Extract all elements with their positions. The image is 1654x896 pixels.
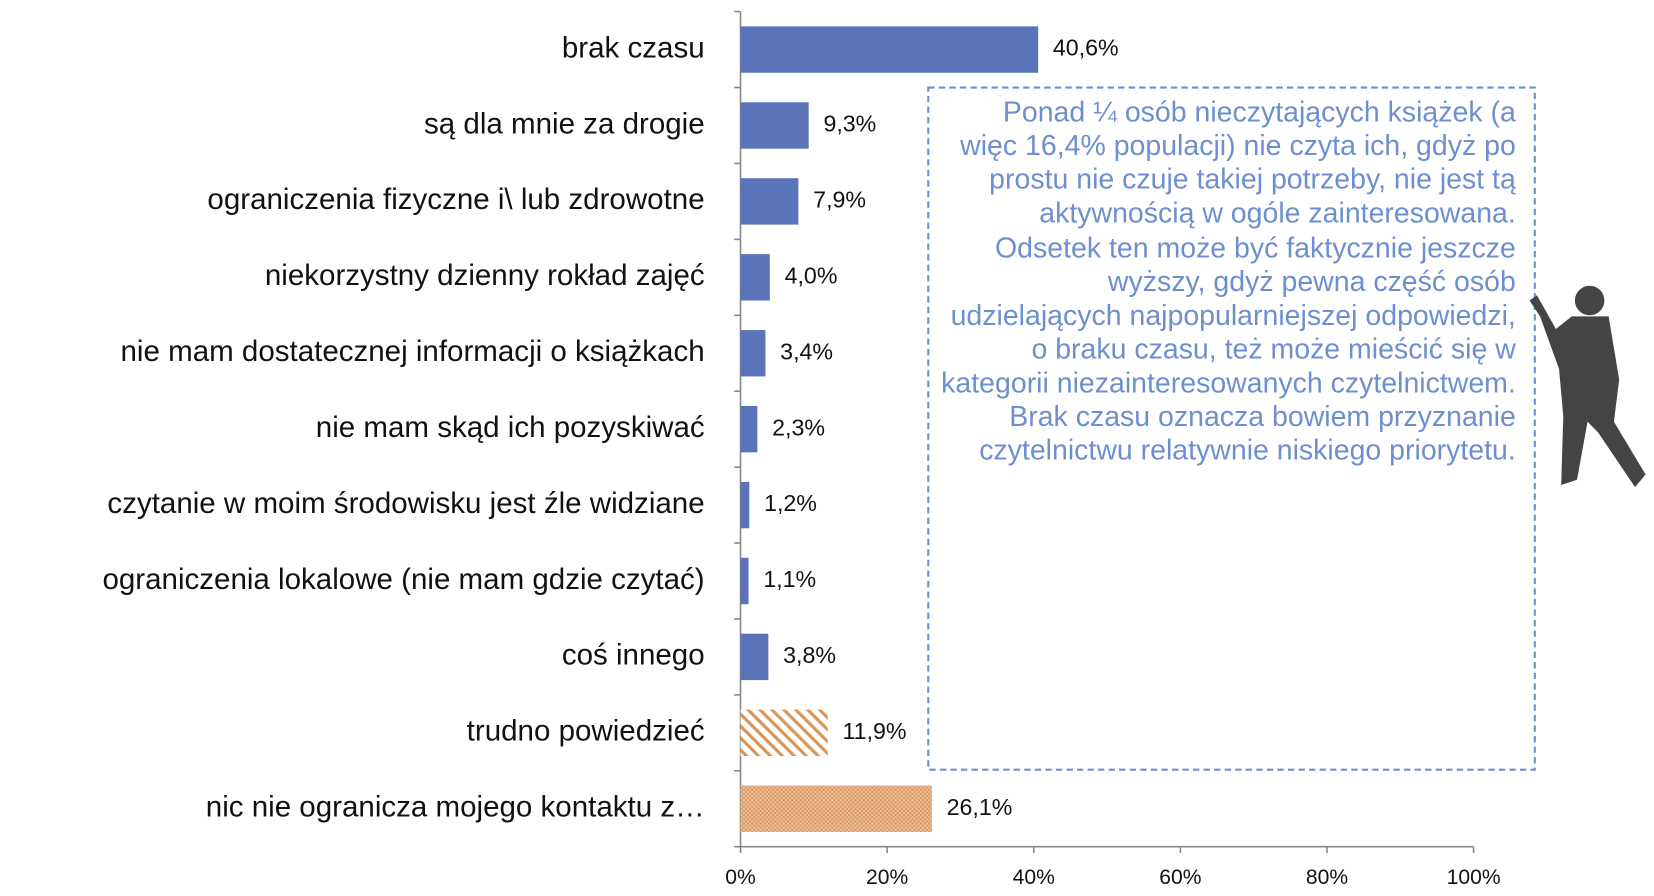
value-label: 40,6%	[1053, 35, 1119, 61]
bar	[740, 481, 750, 529]
value-label: 26,1%	[947, 794, 1013, 820]
bar	[740, 102, 809, 149]
annotation: Ponad ¼ osób nieczytających książek (a w…	[941, 95, 1516, 467]
y-tick-label: nie mam dostatecznej informacji o książk…	[121, 335, 705, 368]
y-tick-label: brak czasu	[562, 31, 705, 64]
annotation-text: Ponad ¼ osób nieczytających książek (a w…	[941, 95, 1516, 399]
y-tick-label: są dla mnie za drogie	[424, 107, 705, 140]
value-label: 2,3%	[772, 414, 825, 440]
value-label: 9,3%	[823, 111, 876, 137]
bar	[740, 178, 799, 225]
bar	[740, 330, 766, 377]
bar	[740, 633, 769, 681]
y-tick-label: czytanie w moim środowisku jest źle widz…	[107, 487, 704, 520]
value-label: 1,1%	[763, 566, 816, 592]
y-tick-label: ograniczenia lokalowe (nie mam gdzie czy…	[102, 563, 704, 596]
bar	[740, 709, 828, 757]
value-label: 4,0%	[785, 262, 838, 288]
value-label: 3,8%	[783, 642, 836, 668]
x-tick-label: 80%	[1306, 866, 1348, 889]
y-tick-label: nie mam skąd ich pozyskiwać	[316, 411, 705, 444]
x-tick-label: 0%	[725, 866, 755, 889]
x-tick-label: 60%	[1159, 866, 1201, 889]
y-tick-label: nic nie ogranicza mojego kontaktu z…	[206, 791, 705, 824]
value-label: 1,2%	[764, 490, 817, 516]
x-tick-label: 20%	[866, 866, 908, 889]
value-label: 11,9%	[843, 718, 907, 744]
value-label: 3,4%	[780, 338, 833, 364]
x-tick-label: 100%	[1447, 866, 1501, 889]
bar	[740, 254, 770, 301]
value-label: 7,9%	[813, 187, 866, 213]
bar	[740, 405, 758, 453]
y-tick-label: coś innego	[562, 639, 705, 672]
figure-icon	[1529, 285, 1646, 488]
annotation-box	[927, 86, 1536, 771]
y-tick-label: niekorzystny dzienny rokład zajęć	[265, 259, 705, 292]
bar	[740, 26, 1039, 73]
bar	[740, 557, 749, 605]
y-tick-label: trudno powiedzieć	[467, 715, 705, 748]
annotation-text: Brak czasu oznacza bowiem przyznanie czy…	[979, 400, 1516, 467]
y-tick-label: ograniczenia fizyczne i\ lub zdrowotne	[207, 183, 704, 216]
bar	[740, 785, 932, 832]
x-tick-label: 40%	[1013, 866, 1055, 889]
